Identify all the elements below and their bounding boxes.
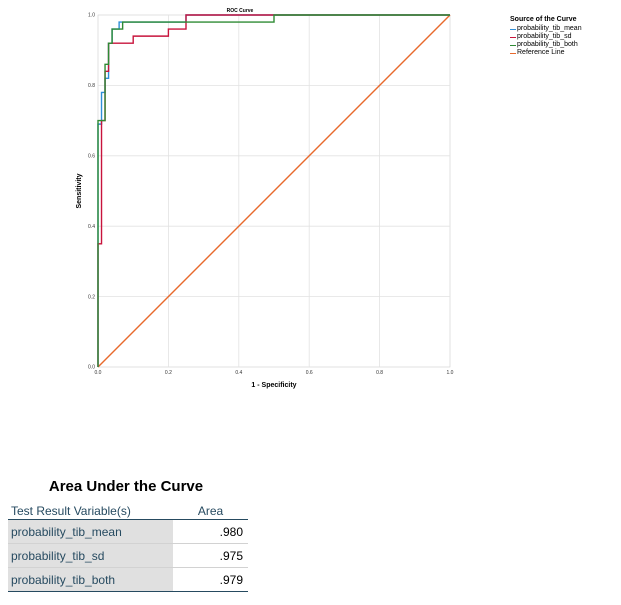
table-row: probability_tib_both .979	[8, 567, 248, 592]
table-row: probability_tib_mean .980	[8, 519, 248, 544]
x-tick-label: 0.0	[95, 370, 102, 376]
y-tick-label: 0.6	[88, 154, 95, 160]
y-tick-label: 0.4	[88, 224, 95, 230]
legend-item: probability_tib_sd	[510, 33, 582, 41]
legend-label: probability_tib_mean	[517, 25, 582, 32]
series-line-probability-tib-both	[97, 14, 450, 367]
legend-label: Reference Line	[517, 49, 565, 56]
auc-header-row: Test Result Variable(s) Area	[8, 502, 248, 520]
roc-chart: 0.0 0.2 0.4 0.6 0.8 1.0 0.0 0.2 0.4 0.6 0.8 1.0 ROC…	[76, 8, 454, 389]
legend-item: probability_tib_both	[510, 41, 582, 49]
table-row: probability_tib_sd .975	[8, 543, 248, 568]
legend-title: Source of the Curve	[510, 16, 577, 23]
row-area: .979	[219, 572, 243, 587]
x-axis-title: 1 - Specificity	[251, 382, 296, 389]
x-tick-label: 0.6	[306, 370, 313, 376]
x-tick-label: 0.4	[235, 370, 242, 376]
row-variable: probability_tib_mean	[8, 519, 173, 544]
y-tick-label: 0.0	[88, 365, 95, 371]
row-area: .975	[219, 548, 243, 563]
legend-items: probability_tib_mean probability_tib_sd pr…	[510, 25, 582, 57]
legend-swatch	[510, 36, 516, 38]
row-variable: probability_tib_both	[8, 567, 173, 592]
header-area: Area	[197, 503, 224, 518]
series-line-reference-line	[97, 14, 451, 368]
row-area: .980	[219, 524, 243, 539]
row-variable: probability_tib_sd	[8, 543, 173, 568]
legend-item: Reference Line	[510, 49, 582, 57]
x-tick-label: 0.2	[165, 370, 172, 376]
legend-label: probability_tib_both	[517, 41, 578, 48]
x-tick-label: 1.0	[447, 370, 454, 376]
header-variable: Test Result Variable(s)	[11, 503, 131, 518]
y-tick-label: 0.8	[88, 83, 95, 89]
legend-label: probability_tib_sd	[517, 33, 572, 40]
y-axis-title: Sensitivity	[76, 173, 83, 208]
x-tick-label: 0.8	[376, 370, 383, 376]
legend-item: probability_tib_mean	[510, 25, 582, 33]
legend-swatch	[510, 52, 516, 54]
auc-table-title: Area Under the Curve	[48, 478, 204, 495]
chart-title: ROC Curve	[227, 8, 254, 14]
legend-swatch	[510, 28, 516, 30]
auc-table: Test Result Variable(s) Area probability…	[8, 502, 248, 592]
y-tick-label: 0.2	[88, 294, 95, 300]
y-tick-label: 1.0	[88, 13, 95, 19]
legend: Source of the Curve probability_tib_mean…	[510, 16, 582, 57]
legend-swatch	[510, 44, 516, 46]
